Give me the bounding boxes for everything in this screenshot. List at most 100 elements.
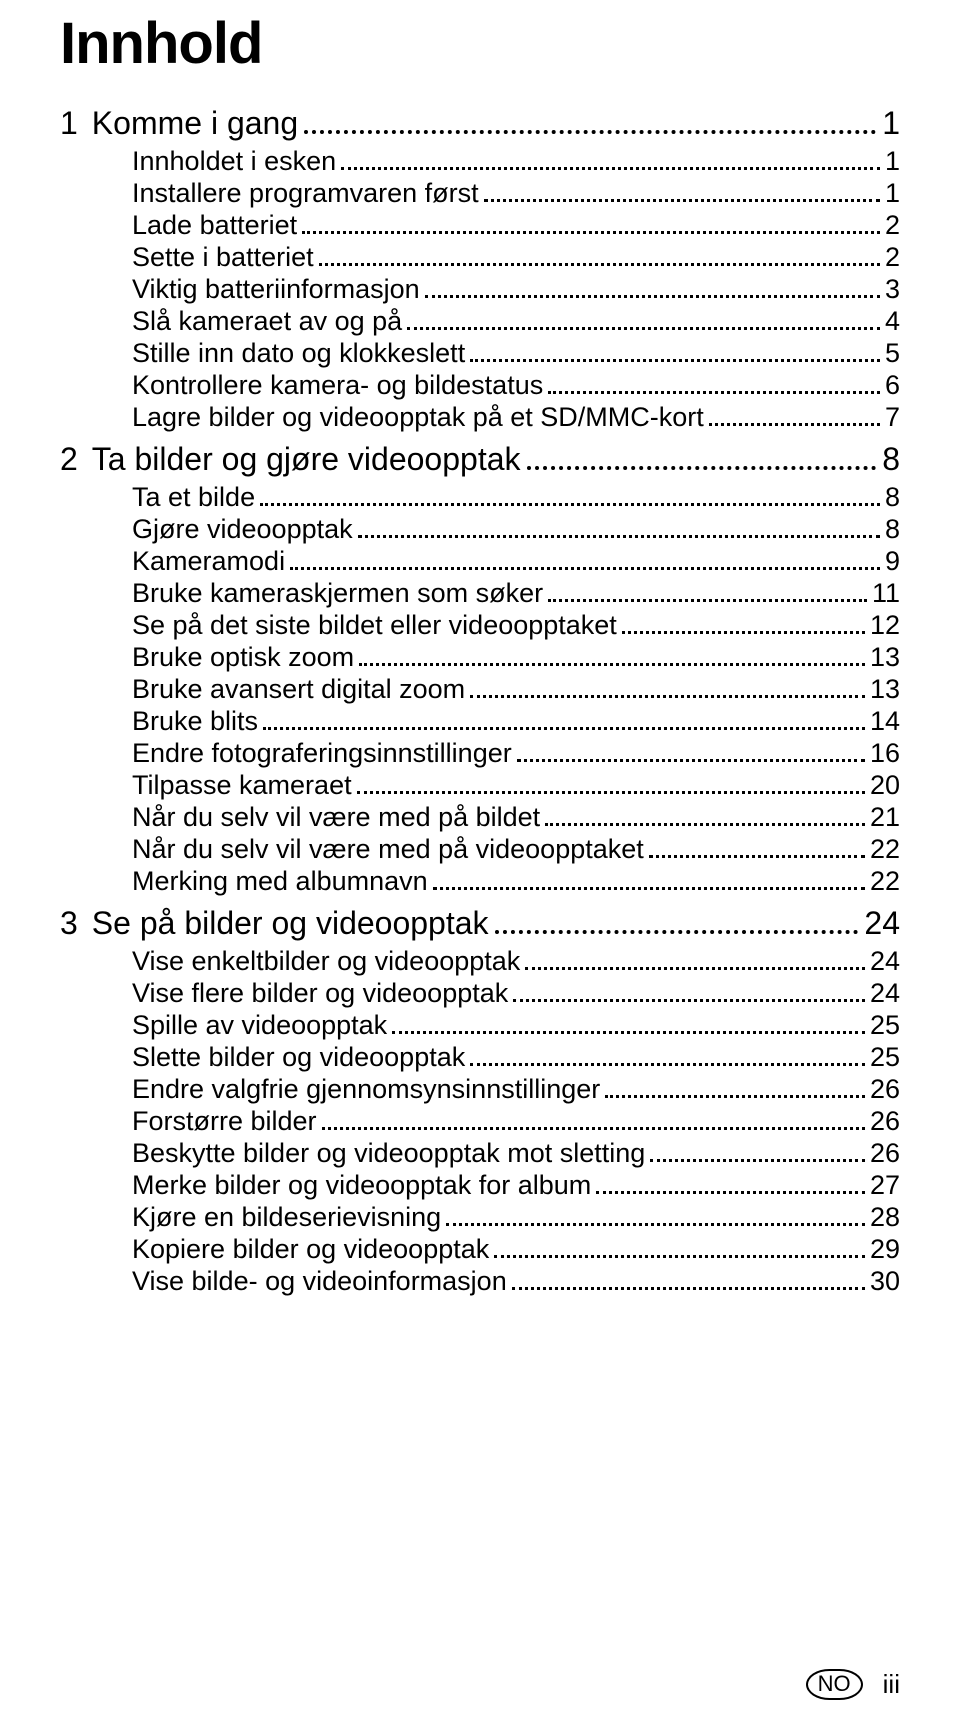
toc-entry[interactable]: Lagre bilder og videoopptak på et SD/MMC… <box>60 402 900 433</box>
leader-dots <box>470 1063 865 1066</box>
toc-chapter[interactable]: 3Se på bilder og videoopptak24 <box>60 905 900 942</box>
entry-page: 26 <box>870 1138 900 1169</box>
entry-page: 1 <box>885 178 900 209</box>
toc-entry[interactable]: Vise enkeltbilder og videoopptak24 <box>60 946 900 977</box>
leader-dots <box>512 1287 865 1290</box>
toc-entry[interactable]: Bruke blits 14 <box>60 706 900 737</box>
page-title: Innhold <box>60 10 900 77</box>
toc-entry[interactable]: Installere programvaren først 1 <box>60 178 900 209</box>
leader-dots <box>470 359 880 362</box>
toc-entry[interactable]: Lade batteriet2 <box>60 210 900 241</box>
toc-entry[interactable]: Vise flere bilder og videoopptak24 <box>60 978 900 1009</box>
leader-dots <box>596 1191 865 1194</box>
entry-page: 20 <box>870 770 900 801</box>
leader-dots <box>425 295 880 298</box>
toc-entry[interactable]: Se på det siste bildet eller videoopptak… <box>60 610 900 641</box>
entry-label: Innholdet i esken <box>132 146 336 177</box>
entry-page: 26 <box>870 1074 900 1105</box>
leader-dots <box>709 423 880 426</box>
toc-entry[interactable]: Vise bilde- og videoinformasjon30 <box>60 1266 900 1297</box>
entry-label: Endre valgfrie gjennomsynsinnstillinger <box>132 1074 600 1105</box>
entry-label: Ta et bilde <box>132 482 255 513</box>
chapter-page: 8 <box>882 441 900 478</box>
leader-dots <box>545 823 865 826</box>
toc-entry[interactable]: Gjøre videoopptak8 <box>60 514 900 545</box>
entry-label: Stille inn dato og klokkeslett <box>132 338 465 369</box>
entry-page: 16 <box>870 738 900 769</box>
entry-page: 7 <box>885 402 900 433</box>
leader-dots <box>302 231 880 234</box>
toc-entry[interactable]: Tilpasse kameraet 20 <box>60 770 900 801</box>
toc-entry[interactable]: Kjøre en bildeserievisning28 <box>60 1202 900 1233</box>
entry-page: 25 <box>870 1042 900 1073</box>
entry-label: Bruke kameraskjermen som søker <box>132 578 543 609</box>
entry-label: Installere programvaren først <box>132 178 479 209</box>
entry-page: 9 <box>885 546 900 577</box>
entry-label: Slette bilder og videoopptak <box>132 1042 465 1073</box>
entry-page: 11 <box>872 578 900 609</box>
chapter-page: 24 <box>864 905 900 942</box>
chapter-label-wrap: Ta bilder og gjøre videoopptak 8 <box>92 441 900 478</box>
entry-label: Vise enkeltbilder og videoopptak <box>132 946 520 977</box>
leader-dots <box>341 167 880 170</box>
entry-label: Bruke blits <box>132 706 258 737</box>
toc-entry[interactable]: Ta et bilde8 <box>60 482 900 513</box>
toc-entry[interactable]: Kopiere bilder og videoopptak29 <box>60 1234 900 1265</box>
leader-dots <box>319 263 880 266</box>
toc-entry[interactable]: Spille av videoopptak 25 <box>60 1010 900 1041</box>
toc-entry[interactable]: Slå kameraet av og på4 <box>60 306 900 337</box>
entry-label: Når du selv vil være med på bildet <box>132 802 540 833</box>
page-number-roman: iii <box>883 1669 900 1700</box>
leader-dots <box>494 1255 865 1258</box>
toc-entry[interactable]: Beskytte bilder og videoopptak mot slett… <box>60 1138 900 1169</box>
toc-entry[interactable]: Merke bilder og videoopptak for album27 <box>60 1170 900 1201</box>
toc-entry[interactable]: Slette bilder og videoopptak 25 <box>60 1042 900 1073</box>
entry-page: 28 <box>870 1202 900 1233</box>
toc-entry[interactable]: Endre fotograferingsinnstillinger16 <box>60 738 900 769</box>
toc-entry[interactable]: Bruke kameraskjermen som søker 11 <box>60 578 900 609</box>
toc-chapter[interactable]: 2Ta bilder og gjøre videoopptak8 <box>60 441 900 478</box>
toc-entry[interactable]: Bruke avansert digital zoom13 <box>60 674 900 705</box>
toc-entry[interactable]: Stille inn dato og klokkeslett5 <box>60 338 900 369</box>
entry-page: 14 <box>870 706 900 737</box>
toc-entry[interactable]: Innholdet i esken1 <box>60 146 900 177</box>
leader-dots <box>433 887 865 890</box>
toc-entry[interactable]: Kameramodi9 <box>60 546 900 577</box>
leader-dots <box>527 466 877 470</box>
entry-label: Kontrollere kamera- og bildestatus <box>132 370 543 401</box>
toc-chapter[interactable]: 1Komme i gang1 <box>60 105 900 142</box>
chapter-label: Ta bilder og gjøre videoopptak <box>92 441 521 478</box>
entry-label: Vise flere bilder og videoopptak <box>132 978 508 1009</box>
leader-dots <box>650 1159 865 1162</box>
entry-label: Spille av videoopptak <box>132 1010 387 1041</box>
toc-entry[interactable]: Merking med albumnavn22 <box>60 866 900 897</box>
toc-entry[interactable]: Forstørre bilder26 <box>60 1106 900 1137</box>
toc-entry[interactable]: Endre valgfrie gjennomsynsinnstillinger 2… <box>60 1074 900 1105</box>
toc-entry[interactable]: Bruke optisk zoom13 <box>60 642 900 673</box>
leader-dots <box>622 631 865 634</box>
chapter-label-wrap: Komme i gang1 <box>92 105 900 142</box>
entry-page: 29 <box>870 1234 900 1265</box>
leader-dots <box>470 695 865 698</box>
entry-label: Beskytte bilder og videoopptak mot slett… <box>132 1138 645 1169</box>
entry-page: 21 <box>870 802 900 833</box>
entry-label: Viktig batteriinformasjon <box>132 274 420 305</box>
leader-dots <box>605 1095 865 1098</box>
entry-label: Slå kameraet av og på <box>132 306 402 337</box>
entry-label: Bruke avansert digital zoom <box>132 674 465 705</box>
toc-body: 1Komme i gang1Innholdet i esken1Installe… <box>60 105 900 1297</box>
entry-label: Tilpasse kameraet <box>132 770 352 801</box>
toc-entry[interactable]: Viktig batteriinformasjon 3 <box>60 274 900 305</box>
leader-dots <box>446 1223 865 1226</box>
toc-entry[interactable]: Når du selv vil være med på bildet 21 <box>60 802 900 833</box>
toc-entry[interactable]: Sette i batteriet2 <box>60 242 900 273</box>
leader-dots <box>525 967 865 970</box>
toc-entry[interactable]: Når du selv vil være med på videoopptake… <box>60 834 900 865</box>
entry-label: Bruke optisk zoom <box>132 642 354 673</box>
chapter-number: 3 <box>60 905 78 942</box>
entry-page: 3 <box>885 274 900 305</box>
entry-page: 25 <box>870 1010 900 1041</box>
toc-entry[interactable]: Kontrollere kamera- og bildestatus6 <box>60 370 900 401</box>
entry-page: 22 <box>870 834 900 865</box>
entry-label: Se på det siste bildet eller videoopptak… <box>132 610 617 641</box>
